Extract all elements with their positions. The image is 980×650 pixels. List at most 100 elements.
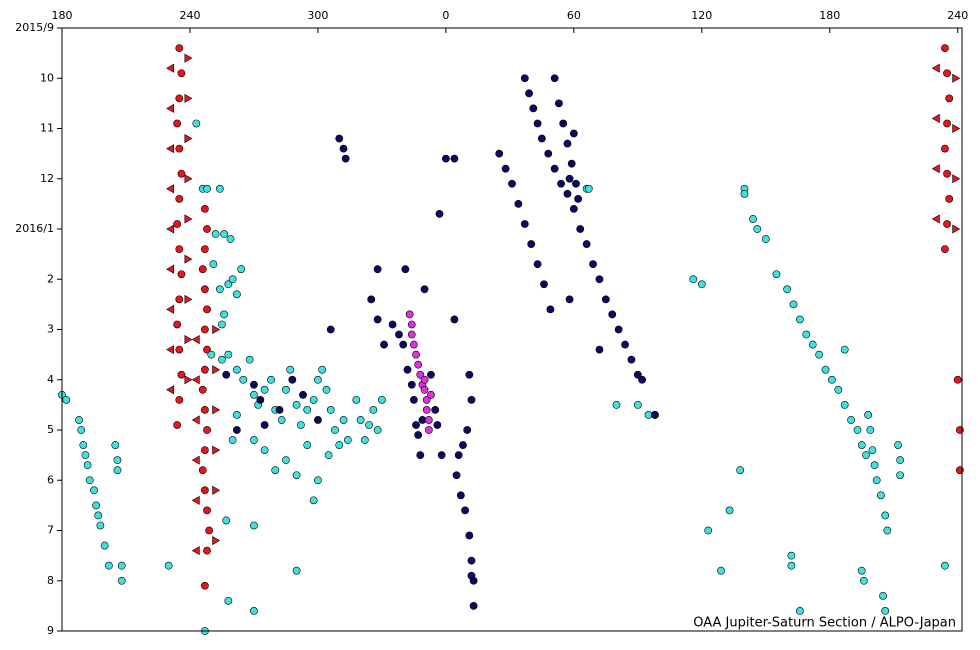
point [450,315,459,324]
point [184,375,193,385]
point [563,189,572,198]
point [173,119,182,128]
point [191,415,200,425]
point [952,73,961,83]
point [520,220,529,228]
point [847,416,855,424]
point [881,511,890,520]
point [772,270,781,279]
point [184,214,193,224]
point [212,536,221,546]
point [200,486,209,495]
point [191,455,200,465]
point [177,270,186,279]
point [220,310,228,319]
y-tick-label: 4 [47,373,54,386]
x-tick-label: 60 [567,9,581,22]
y-tick-label: 5 [47,423,54,436]
point [200,365,209,374]
point [416,451,425,460]
point [239,375,248,384]
point [365,421,374,429]
point [407,330,416,339]
point [245,355,254,364]
point [420,385,429,394]
point [557,179,565,188]
point [796,607,804,615]
x-tick-label: 240 [179,9,200,22]
point [380,340,388,349]
point [941,245,949,253]
point [787,551,796,560]
point [184,335,193,345]
y-tick-label: 7 [47,524,54,537]
point [612,400,621,409]
point [783,285,792,294]
point [331,426,339,434]
point [633,370,642,379]
point [952,174,961,184]
point [222,370,231,379]
point [540,280,548,289]
point [175,345,184,354]
point [173,320,182,329]
point [441,154,450,163]
point [870,461,879,470]
point [859,576,868,585]
point [292,400,301,409]
point [166,224,175,234]
point [565,174,574,183]
point [463,426,472,434]
point [450,154,459,163]
point [601,295,610,304]
point [113,466,122,475]
y-tick-label: 9 [47,624,54,637]
point [407,320,416,329]
point [288,375,297,384]
point [717,566,725,575]
point [335,134,344,143]
point [559,119,568,128]
point [621,340,629,349]
point [550,164,559,173]
point [341,154,350,163]
point [433,421,442,429]
point [166,103,175,113]
point [808,340,817,349]
x-tick-label: 240 [947,9,968,22]
point [943,220,951,228]
point [787,561,796,570]
point [422,395,431,404]
point [420,285,429,294]
point [296,421,305,429]
point [789,300,798,309]
point [175,144,184,153]
point [469,601,478,610]
point [200,245,209,253]
point [166,385,175,395]
point [725,506,734,515]
point [459,441,467,449]
y-tick-label: 2 [47,272,54,285]
point [191,375,200,385]
point [373,315,382,324]
point [314,476,322,485]
point [175,194,184,203]
point [173,220,182,228]
point [85,476,94,485]
point [501,164,510,173]
point [191,495,200,505]
point [198,466,207,475]
point [184,93,193,103]
point [456,491,465,500]
point [941,561,949,570]
y-tick-label: 10 [40,71,54,84]
point [166,304,175,314]
point [608,310,617,319]
annotation: OAA Jupiter-Saturn Section / ALPO-Japan [693,616,956,631]
point [537,134,546,143]
point [931,214,940,224]
point [105,561,113,570]
point [943,119,951,128]
point [595,275,604,284]
